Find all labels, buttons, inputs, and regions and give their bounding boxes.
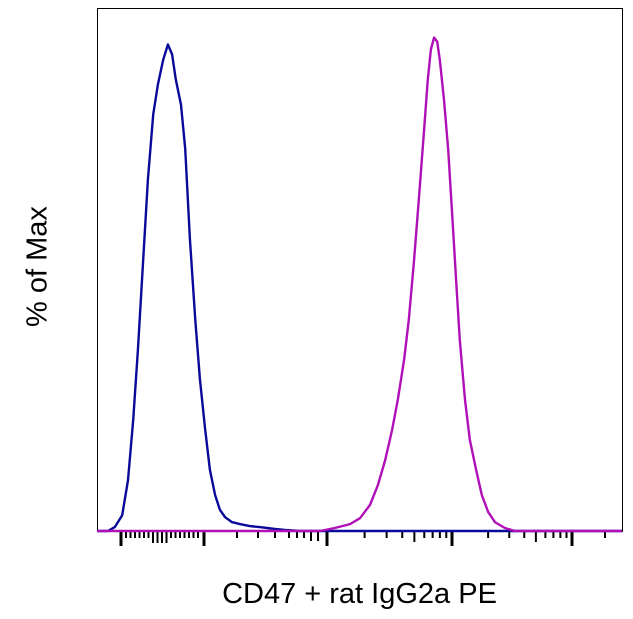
y-axis-label: % of Max [21, 206, 54, 327]
series-line-1 [97, 43, 622, 533]
x-axis-label: CD47 + rat IgG2a PE [222, 578, 497, 610]
series-lines [97, 36, 622, 533]
series-line-2 [97, 36, 622, 533]
x-axis-ticks [119, 532, 606, 546]
